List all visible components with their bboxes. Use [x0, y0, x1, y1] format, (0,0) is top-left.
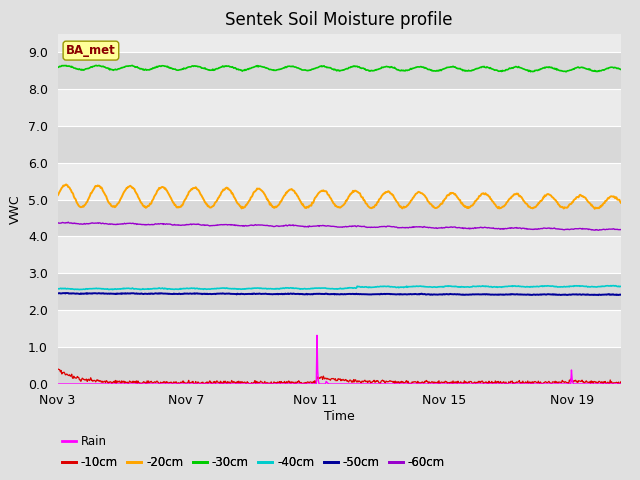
Bar: [58, 126, 621, 163]
Bar: [58, 237, 621, 273]
Bar: [58, 163, 621, 200]
X-axis label: Time: Time: [324, 409, 355, 422]
Bar: [58, 89, 621, 126]
Bar: [58, 347, 621, 384]
Text: BA_met: BA_met: [66, 44, 116, 57]
Bar: [58, 310, 621, 347]
Legend: -10cm, -20cm, -30cm, -40cm, -50cm, -60cm: -10cm, -20cm, -30cm, -40cm, -50cm, -60cm: [57, 452, 450, 474]
Bar: [58, 273, 621, 310]
Bar: [58, 200, 621, 237]
Bar: [58, 52, 621, 89]
Title: Sentek Soil Moisture profile: Sentek Soil Moisture profile: [225, 11, 453, 29]
Legend: Rain: Rain: [57, 430, 111, 453]
Y-axis label: VWC: VWC: [10, 194, 22, 224]
